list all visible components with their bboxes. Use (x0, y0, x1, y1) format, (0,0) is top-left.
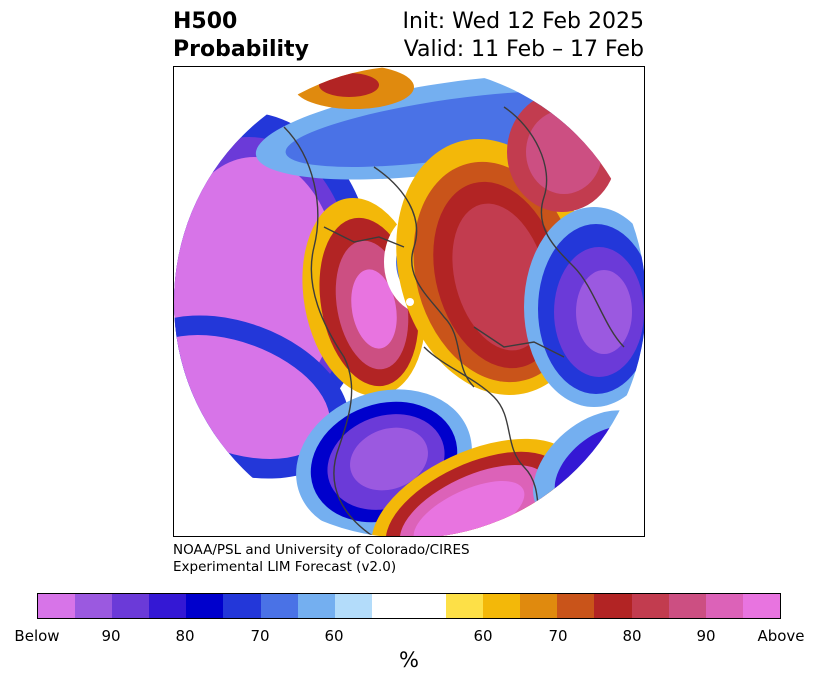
colorbar-segment (371, 594, 409, 618)
colorbar-tick-label: Below (14, 627, 60, 645)
title-variable: H500 (173, 9, 238, 34)
colorbar-tick-label: 60 (324, 627, 344, 645)
colorbar-segment (594, 594, 632, 618)
title-left: H500 Probability (173, 8, 309, 64)
colorbar-segment (408, 594, 447, 618)
valid-range: Valid: 11 Feb – 17 Feb (403, 37, 644, 62)
colorbar-units: % (399, 648, 419, 672)
colorbar-tick-label: 80 (622, 627, 642, 645)
colorbar-segment (223, 594, 261, 618)
colorbar-segment (260, 594, 298, 618)
colorbar-segment (557, 594, 595, 618)
polar-probability-map (174, 67, 644, 536)
title-right: Init: Wed 12 Feb 2025 Valid: 11 Feb – 17… (403, 8, 644, 64)
colorbar-tick-label: 90 (696, 627, 716, 645)
north-pole-marker (406, 298, 414, 306)
colorbar-tick-label: 80 (175, 627, 195, 645)
colorbar-segment (520, 594, 558, 618)
colorbar-segment (75, 594, 113, 618)
colorbar-tick-label: 90 (101, 627, 121, 645)
credit-text: NOAA/PSL and University of Colorado/CIRE… (173, 542, 470, 576)
colorbar-segment (38, 594, 76, 618)
colorbar-segment (446, 594, 484, 618)
colorbar-tick-label: 70 (548, 627, 568, 645)
credit-line1: NOAA/PSL and University of Colorado/CIRE… (173, 542, 470, 558)
credit-line2: Experimental LIM Forecast (v2.0) (173, 559, 397, 575)
colorbar-segment (112, 594, 150, 618)
colorbar-segment (334, 594, 372, 618)
colorbar-segment (149, 594, 187, 618)
colorbar-segment (705, 594, 743, 618)
colorbar-segment (297, 594, 335, 618)
colorbar-segment (668, 594, 706, 618)
colorbar-segment (483, 594, 521, 618)
title-type: Probability (173, 37, 309, 62)
colorbar-tick-label: 60 (473, 627, 493, 645)
colorbar-segment (742, 594, 780, 618)
europe-below-anomaly (524, 207, 644, 407)
atlantic-above-anomaly (371, 438, 577, 536)
colorbar-tick-label: Above (757, 627, 805, 645)
probability-colorbar (37, 593, 781, 619)
init-date: Init: Wed 12 Feb 2025 (402, 9, 644, 34)
colorbar-tick-label: 70 (250, 627, 270, 645)
colorbar-segment (186, 594, 224, 618)
map-frame (173, 66, 645, 537)
colorbar-segment (631, 594, 669, 618)
